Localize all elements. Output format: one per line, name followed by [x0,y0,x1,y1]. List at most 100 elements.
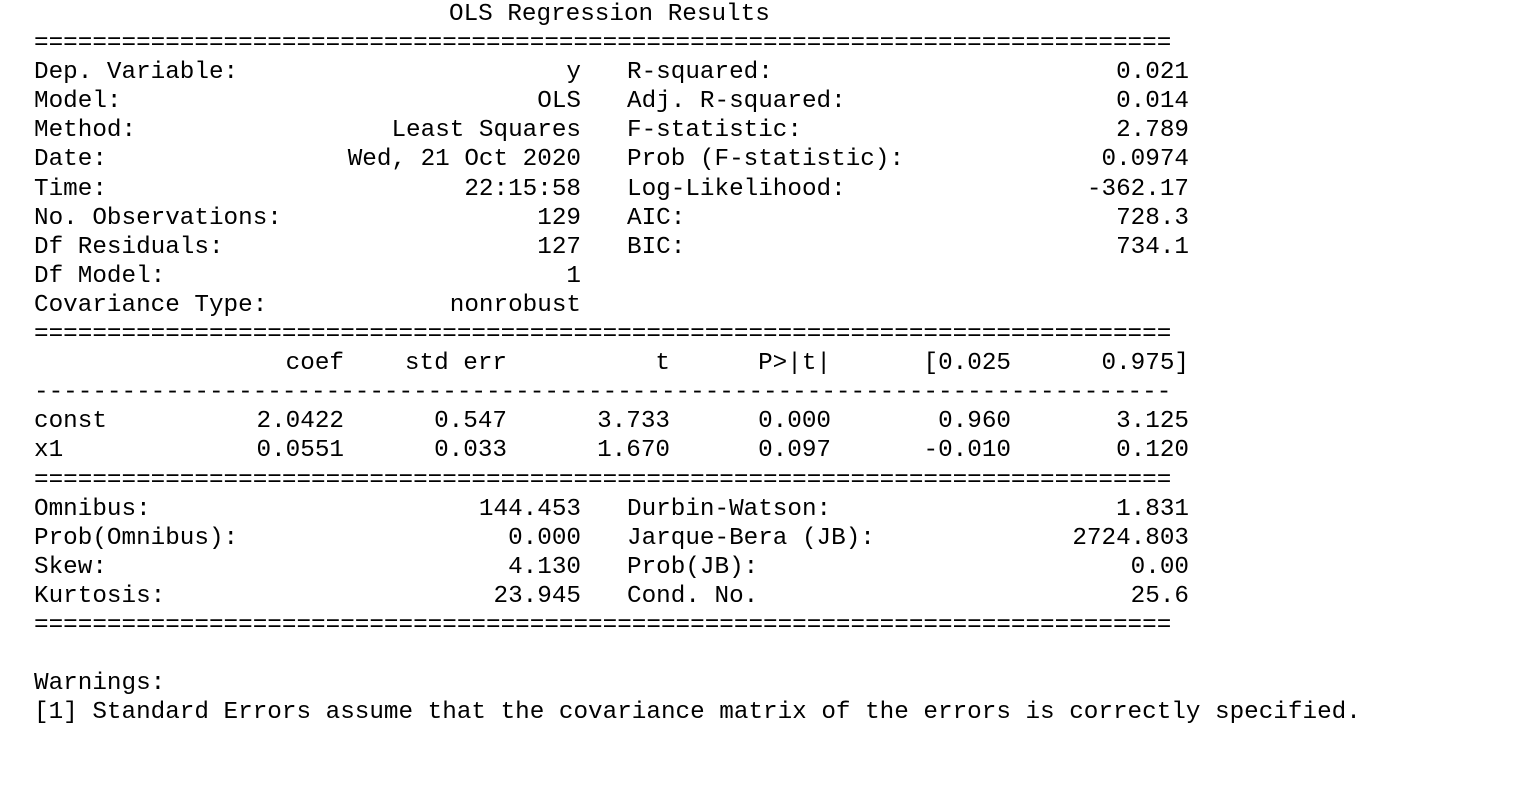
warnings-heading-line: Warnings: [34,669,1334,698]
diag-right-value: 0.00 [1130,553,1189,581]
summary-row: No. Observations: 129 AIC: 728.3 [34,204,1334,233]
diag-left-label: Prob(Omnibus): [34,524,239,552]
coef-row: const 2.0422 0.547 3.733 0.000 0.960 3.1… [34,407,1334,436]
summary-right-value: 734.1 [1116,233,1189,261]
coef-cell: -0.010 [923,437,1011,465]
diag-left-value: 4.130 [508,553,581,581]
summary-right-label: BIC: [627,233,686,261]
diag-left-label: Skew: [34,553,107,581]
coef-cell: 0.960 [938,408,1011,436]
coef-header-cell: 0.975] [1101,350,1189,378]
summary-row: Model: OLS Adj. R-squared: 0.014 [34,87,1334,116]
coef-cell: 0.547 [434,408,507,436]
coef-header-row: coef std err t P>|t| [0.025 0.975] [34,349,1334,378]
diag-left-value: 0.000 [508,524,581,552]
separator-line: ----------------------------------------… [34,378,1334,407]
summary-right-label: Adj. R-squared: [627,88,846,116]
coef-header-cell: P>|t| [758,350,831,378]
summary-left-label: Df Residuals: [34,233,224,261]
warning-item: [1] Standard Errors assume that the cova… [34,699,1361,727]
diag-right-value: 25.6 [1130,582,1189,610]
coef-cell: 3.125 [1116,408,1189,436]
summary-left-value: nonrobust [449,291,581,319]
summary-left-label: Time: [34,175,107,203]
summary-left-label: Covariance Type: [34,291,268,319]
diagnostics-row: Omnibus: 144.453 Durbin-Watson: 1.831 [34,495,1334,524]
coef-header-cell: [0.025 [923,350,1011,378]
separator-line: ========================================… [34,466,1334,495]
summary-left-label: Date: [34,146,107,174]
coef-cell: 3.733 [597,408,670,436]
coef-cell: 0.097 [758,437,831,465]
summary-left-label: Method: [34,117,137,145]
coef-row: x1 0.0551 0.033 1.670 0.097 -0.010 0.120 [34,436,1334,465]
double-rule: ========================================… [34,321,1172,349]
summary-row: Covariance Type: nonrobust [34,291,1334,320]
ols-results-output: OLS Regression Results =================… [34,0,1361,727]
coef-row-name: const [34,408,107,436]
diag-left-value: 144.453 [478,495,581,523]
summary-right-value: 0.014 [1116,88,1189,116]
warnings-heading: Warnings: [34,670,166,698]
diagnostics-row: Kurtosis: 23.945 Cond. No. 25.6 [34,582,1334,611]
summary-left-value: Wed, 21 Oct 2020 [347,146,581,174]
summary-right-value: -362.17 [1086,175,1189,203]
summary-row: Date: Wed, 21 Oct 2020 Prob (F-statistic… [34,145,1334,174]
single-rule: ----------------------------------------… [34,379,1172,407]
diag-left-label: Omnibus: [34,495,151,523]
separator-line: ========================================… [34,320,1334,349]
summary-left-value: 129 [537,204,581,232]
diag-right-label: Prob(JB): [627,553,759,581]
summary-right-label: R-squared: [627,59,773,87]
double-rule: ========================================… [34,30,1172,58]
summary-right-label: Prob (F-statistic): [627,146,905,174]
summary-left-value: 127 [537,233,581,261]
summary-right-value: 0.0974 [1101,146,1189,174]
summary-left-value: 1 [566,262,581,290]
separator-line: ========================================… [34,29,1334,58]
summary-right-value: 728.3 [1116,204,1189,232]
summary-left-value: 22:15:58 [464,175,581,203]
coef-header-cell: t [655,350,670,378]
summary-left-value: OLS [537,88,581,116]
double-rule: ========================================… [34,466,1172,494]
summary-left-value: y [566,59,581,87]
coef-cell: 0.033 [434,437,507,465]
diag-right-value: 1.831 [1116,495,1189,523]
summary-row: Df Model: 1 [34,262,1334,291]
diag-right-label: Cond. No. [627,582,759,610]
summary-right-label: F-statistic: [627,117,802,145]
summary-right-value: 0.021 [1116,59,1189,87]
diag-right-label: Durbin-Watson: [627,495,832,523]
separator-line: ========================================… [34,611,1334,640]
diagnostics-row: Skew: 4.130 Prob(JB): 0.00 [34,553,1334,582]
coef-header-cell: std err [404,350,507,378]
double-rule: ========================================… [34,611,1172,639]
coef-cell: 0.000 [758,408,831,436]
summary-left-label: Dep. Variable: [34,59,239,87]
summary-right-value: 2.789 [1116,117,1189,145]
coef-cell: 0.0551 [256,437,344,465]
summary-row: Dep. Variable: y R-squared: 0.021 [34,58,1334,87]
coef-row-name: x1 [34,437,64,465]
title-line: OLS Regression Results [34,0,1334,29]
summary-row: Time: 22:15:58 Log-Likelihood: -362.17 [34,175,1334,204]
diag-left-value: 23.945 [493,582,581,610]
results-title: OLS Regression Results [449,1,770,28]
summary-left-label: Model: [34,88,122,116]
summary-left-label: Df Model: [34,262,166,290]
summary-right-label: Log-Likelihood: [627,175,846,203]
coef-cell: 0.120 [1116,437,1189,465]
diag-left-label: Kurtosis: [34,582,166,610]
summary-right-label: AIC: [627,204,686,232]
summary-left-value: Least Squares [391,117,581,145]
blank-line [34,640,1334,669]
coef-cell: 1.670 [597,437,670,465]
coef-header-cell: coef [285,350,344,378]
diag-right-label: Jarque-Bera (JB): [627,524,875,552]
warning-line: [1] Standard Errors assume that the cova… [34,698,1361,727]
summary-row: Method: Least Squares F-statistic: 2.789 [34,116,1334,145]
coef-cell: 2.0422 [256,408,344,436]
diagnostics-row: Prob(Omnibus): 0.000 Jarque-Bera (JB): 2… [34,524,1334,553]
summary-row: Df Residuals: 127 BIC: 734.1 [34,233,1334,262]
